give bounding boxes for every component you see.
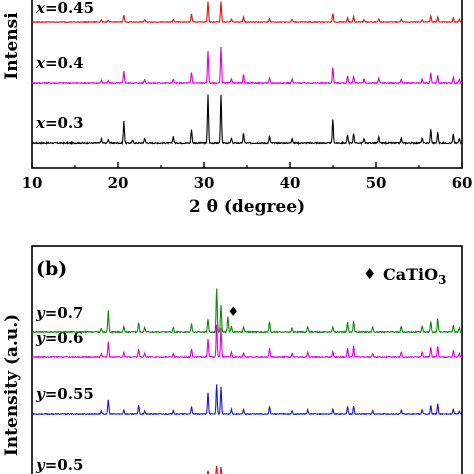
series-label-variable: y bbox=[35, 304, 46, 322]
legend-label: CaTiO3 bbox=[383, 265, 446, 287]
series-label-variable: x bbox=[35, 0, 46, 17]
series-label-3: y=0.5 bbox=[35, 456, 83, 474]
series-label-value: =0.45 bbox=[45, 0, 94, 17]
series-label-0: y=0.55 bbox=[35, 385, 94, 403]
series-label-value: =0.4 bbox=[45, 54, 84, 72]
series-label-variable: y bbox=[35, 329, 46, 347]
plot-frame bbox=[31, 245, 463, 474]
x-tick-label: 40 bbox=[280, 174, 301, 192]
series-label-value: =0.7 bbox=[45, 304, 84, 322]
legend: ♦ CaTiO3 bbox=[363, 265, 446, 287]
series-line-0 bbox=[31, 384, 463, 416]
series-line-1 bbox=[31, 324, 463, 359]
series-line-2 bbox=[31, 288, 463, 334]
series-label-value: =0.55 bbox=[45, 385, 94, 403]
series-label-value: =0.6 bbox=[45, 329, 84, 347]
y-axis-title: Intensity (a.u.) bbox=[2, 314, 22, 456]
x-tick-label: 60 bbox=[452, 174, 473, 192]
x-tick-label: 50 bbox=[366, 174, 387, 192]
panel-a: 10 20 30 40 50 602 θ (degree)Intensix=0.3x=0.… bbox=[2, 0, 472, 217]
series-line-0 bbox=[31, 94, 463, 146]
series-label-variable: y bbox=[35, 456, 46, 474]
panel-label: (b) bbox=[36, 258, 67, 280]
series-line-2 bbox=[31, 1, 462, 24]
series-label-value: =0.5 bbox=[45, 456, 84, 474]
x-tick-label: 20 bbox=[108, 174, 129, 192]
series-label-0: x=0.3 bbox=[35, 114, 84, 132]
series-label-1: x=0.4 bbox=[35, 54, 84, 72]
series-label-variable: x bbox=[35, 54, 46, 72]
series-label-1: y=0.6 bbox=[35, 329, 83, 347]
x-tick-label: 10 bbox=[22, 174, 43, 192]
y-axis-title: Intensi bbox=[2, 12, 22, 80]
series-label-2: y=0.7 bbox=[35, 304, 83, 322]
x-axis-title: 2 θ (degree) bbox=[189, 197, 305, 217]
legend-symbol: ♦ bbox=[363, 265, 376, 283]
series-line-3 bbox=[206, 465, 223, 474]
series-label-2: x=0.45 bbox=[35, 0, 94, 17]
catio3-peak-marker: ♦ bbox=[227, 305, 239, 320]
series-label-value: =0.3 bbox=[45, 114, 84, 132]
series-line-1 bbox=[31, 46, 462, 85]
series-label-variable: y bbox=[35, 385, 46, 403]
x-tick-label: 30 bbox=[194, 174, 215, 192]
panel-b: (b)Intensity (a.u.)♦ CaTiO3y=0.55y=0.6y=0… bbox=[2, 245, 463, 474]
series-label-variable: x bbox=[35, 114, 46, 132]
